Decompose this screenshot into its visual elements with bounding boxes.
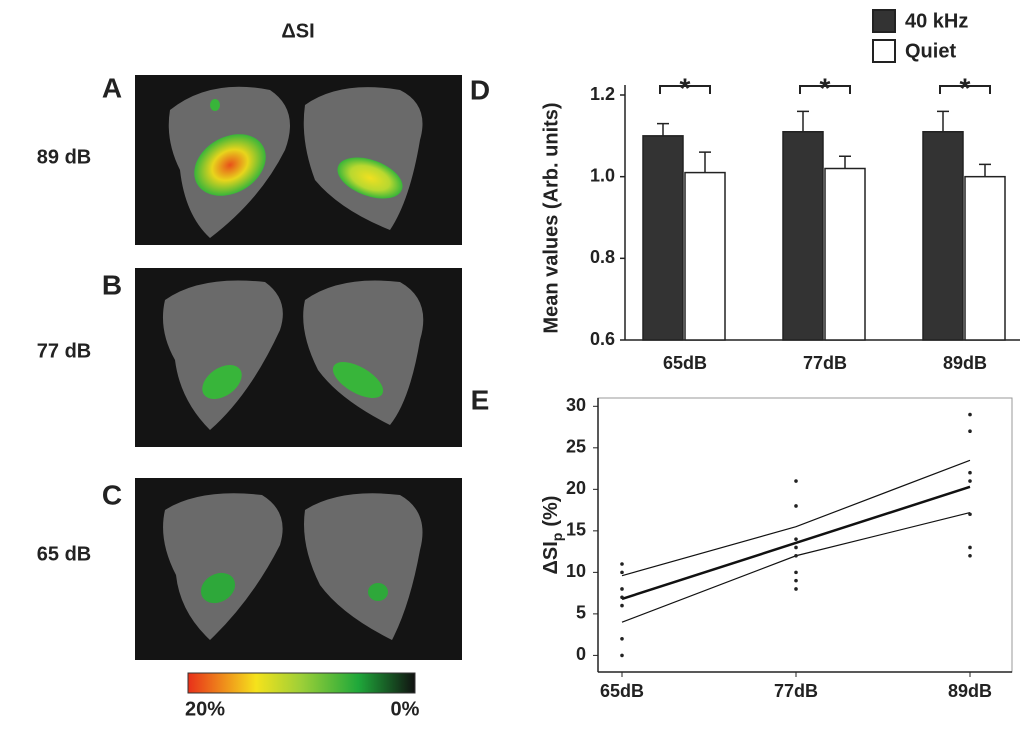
data-point [794, 587, 798, 591]
bar [922, 131, 964, 341]
panel-label: 89 dB [37, 146, 91, 168]
fit-line [621, 485, 971, 601]
legend-swatch [872, 39, 896, 63]
y-tick-label: 1.0 [590, 165, 615, 185]
x-tick-label: 89dB [948, 681, 992, 701]
panel-letter: B [102, 269, 122, 300]
y-label-unit: (%) [540, 496, 562, 527]
y-tick-label: 0.8 [590, 247, 615, 267]
panel-letter: D [470, 74, 490, 105]
y-tick-label: 30 [566, 395, 586, 415]
data-point [794, 537, 798, 541]
significance-bracket [939, 85, 991, 94]
data-point [794, 578, 798, 583]
x-tick-label: 77dB [803, 353, 847, 373]
y-tick-label: 25 [566, 437, 586, 457]
y-tick-label: 10 [566, 561, 586, 581]
data-point [620, 595, 624, 600]
significance-mark: * [680, 72, 691, 103]
data-point [794, 504, 798, 508]
data-point [620, 653, 624, 658]
x-tick-label: 65dB [600, 681, 644, 701]
legend-label: 40 kHz [905, 10, 968, 32]
error-bar [699, 151, 711, 173]
brain-images [135, 75, 462, 694]
y-tick-label: 1.2 [590, 84, 615, 104]
panel-letter: C [102, 479, 122, 510]
data-point [968, 545, 972, 550]
error-bar [839, 155, 851, 169]
y-tick-label: 0 [576, 644, 586, 664]
fit-line [621, 459, 971, 577]
y-axis-label: Mean values (Arb. units) [540, 102, 562, 333]
data-point [794, 479, 798, 483]
x-tick-label: 77dB [774, 681, 818, 701]
panel-letter: A [102, 72, 122, 103]
data-point [620, 570, 624, 575]
y-tick-label: 15 [566, 520, 586, 540]
y-tick-label: 20 [566, 478, 586, 498]
error-bar [937, 110, 949, 132]
data-point [620, 603, 624, 608]
data-point [968, 429, 972, 434]
data-point [968, 512, 972, 517]
data-point [794, 545, 798, 550]
bar [824, 167, 866, 341]
panel-letter: E [471, 384, 490, 415]
legend-swatch [872, 9, 896, 33]
legend-label: Quiet [905, 40, 956, 62]
x-tick-label: 89dB [943, 353, 987, 373]
error-bar [979, 163, 991, 177]
figure-title: ΔSI [281, 20, 314, 42]
data-point [968, 412, 972, 417]
y-tick-label: 5 [576, 603, 586, 623]
significance-mark: * [820, 72, 831, 103]
legend: 40 kHz Quiet [872, 9, 968, 63]
data-point [620, 636, 624, 641]
fit-line [621, 511, 971, 623]
data-point [968, 479, 972, 483]
y-tick-label: 0.6 [590, 329, 615, 349]
significance-mark: * [960, 72, 971, 103]
data-point [620, 562, 624, 566]
x-tick-label: 65dB [663, 353, 707, 373]
y-label-sub: p [549, 533, 565, 542]
error-bar [797, 110, 809, 132]
bar [642, 135, 684, 341]
data-point [968, 470, 972, 475]
data-point [794, 553, 798, 558]
data-point [794, 570, 798, 575]
colorbar-label: 20% [185, 698, 225, 720]
panel-label: 65 dB [37, 543, 91, 565]
y-axis-label: ΔSIp (%) [540, 496, 564, 575]
significance-bracket [659, 85, 711, 94]
bar [964, 175, 1006, 341]
colorbar-label: 0% [391, 698, 420, 720]
data-point [620, 587, 624, 591]
bar [782, 131, 824, 341]
panel-label: 77 dB [37, 340, 91, 362]
bar [684, 171, 726, 341]
significance-bracket [799, 85, 851, 94]
data-point [968, 553, 972, 558]
error-bar [657, 122, 669, 136]
plot-frame [597, 397, 1013, 673]
y-label-main: ΔSI [540, 541, 562, 574]
